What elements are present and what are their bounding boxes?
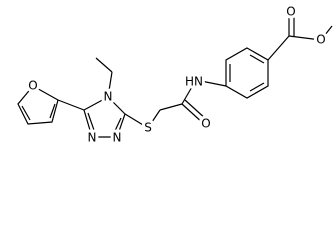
- bond: [87, 112, 96, 134]
- bond: [124, 113, 149, 129]
- bond: [95, 57, 113, 73]
- atom-labels: O O HN O S N N N O: [25, 2, 328, 148]
- bond: [195, 79, 227, 87]
- bond: [159, 103, 183, 111]
- structure: O O HN O S N N N O: [17, 2, 333, 148]
- benzene-ring: [225, 47, 269, 99]
- atom-label: N: [88, 131, 97, 145]
- furan-ring: [17, 85, 59, 125]
- atom-label: O: [316, 33, 325, 47]
- bond: [181, 103, 205, 125]
- bond: [21, 105, 31, 121]
- bond: [184, 99, 208, 121]
- atom-label: N: [104, 90, 113, 104]
- aromatic-bond: [249, 54, 265, 64]
- atom-label: O: [28, 79, 37, 93]
- bond: [267, 35, 290, 61]
- atom-label: O: [201, 117, 210, 131]
- bond: [57, 99, 85, 111]
- atom-label: S: [144, 121, 152, 135]
- bond: [181, 79, 197, 105]
- bond: [113, 117, 122, 134]
- bond: [107, 71, 113, 98]
- bond: [147, 109, 161, 129]
- atom-label: HN: [185, 75, 203, 89]
- bond: [320, 25, 333, 41]
- aromatic-bond: [249, 82, 265, 92]
- bond: [49, 103, 56, 119]
- atom-label: O: [286, 5, 295, 19]
- atom-label: N: [113, 131, 122, 145]
- bond: [288, 35, 322, 41]
- triazole-ring: [83, 96, 126, 138]
- bonds: [17, 14, 333, 138]
